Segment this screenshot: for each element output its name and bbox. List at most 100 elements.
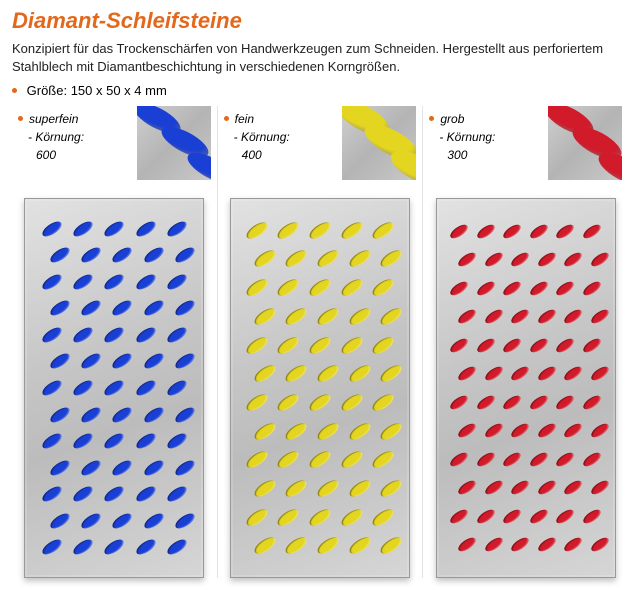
stone-oval xyxy=(502,222,524,241)
stone-row xyxy=(443,284,609,293)
stone-oval xyxy=(307,391,333,414)
stone-oval xyxy=(502,279,524,298)
variant-name: superfein xyxy=(29,112,78,126)
bullet-icon xyxy=(12,88,17,93)
stone-oval xyxy=(536,364,558,383)
stone-oval xyxy=(283,535,309,558)
stone-oval xyxy=(528,450,550,469)
grain-value: 400 xyxy=(224,146,337,164)
stone-oval xyxy=(563,364,585,383)
stone-oval xyxy=(448,279,470,298)
stone-oval xyxy=(483,422,505,441)
stone-oval xyxy=(502,336,524,355)
stone-oval xyxy=(456,307,478,326)
stone-row xyxy=(39,410,205,420)
stone-oval xyxy=(510,422,532,441)
stone-oval xyxy=(283,305,309,328)
stone-row xyxy=(451,369,617,378)
grain-label: - Körnung: xyxy=(429,128,542,146)
grain-label: - Körnung: xyxy=(18,128,131,146)
stone-row xyxy=(39,250,205,260)
stone-row xyxy=(237,340,403,351)
stone-row xyxy=(31,277,197,287)
column-header: superfein- Körnung:600 xyxy=(18,106,211,186)
stone-oval xyxy=(456,250,478,269)
stone-oval xyxy=(165,537,189,558)
stone-oval xyxy=(40,484,64,505)
stone-oval xyxy=(563,536,585,555)
stone-oval xyxy=(134,378,158,399)
stone-oval xyxy=(283,248,309,271)
stone-oval xyxy=(79,511,103,532)
stone-oval xyxy=(370,506,396,529)
stone-oval xyxy=(244,219,270,242)
stone-oval xyxy=(252,305,278,328)
stone-oval xyxy=(40,431,64,452)
variant-name: fein xyxy=(235,112,254,126)
stone-oval xyxy=(252,535,278,558)
stone-oval xyxy=(581,336,603,355)
description-text: Konzipiert für das Trockenschärfen von H… xyxy=(12,40,628,75)
stone-oval xyxy=(483,364,505,383)
stone-row xyxy=(237,512,403,523)
stone-oval xyxy=(555,222,577,241)
stone-oval xyxy=(173,511,197,532)
stone-oval xyxy=(510,250,532,269)
closeup-swatch xyxy=(342,106,416,180)
bullet-icon xyxy=(18,116,23,121)
stone-oval xyxy=(475,222,497,241)
closeup-swatch xyxy=(548,106,622,180)
product-columns: superfein- Körnung:600fein- Körnung:400g… xyxy=(12,106,628,578)
stone-oval xyxy=(339,449,365,472)
grain-label: - Körnung: xyxy=(224,128,337,146)
stone-oval xyxy=(347,477,373,500)
page-title: Diamant-Schleifsteine xyxy=(12,8,628,34)
product-column: superfein- Körnung:600 xyxy=(12,106,217,578)
stone-oval xyxy=(339,276,365,299)
stone-oval xyxy=(378,420,404,443)
stone-row xyxy=(237,397,403,408)
stone-oval xyxy=(528,507,550,526)
stone-oval xyxy=(315,420,341,443)
stone-row xyxy=(443,455,609,464)
stone-oval xyxy=(110,298,134,319)
stone-oval xyxy=(102,484,126,505)
stone-oval xyxy=(307,219,333,242)
column-header-text: superfein- Körnung:600 xyxy=(18,106,131,164)
stone-oval xyxy=(134,484,158,505)
stone-oval xyxy=(275,506,301,529)
stone-row xyxy=(245,426,411,437)
size-row: Größe: 150 x 50 x 4 mm xyxy=(12,83,628,98)
stone-oval xyxy=(71,484,95,505)
stone-oval xyxy=(347,248,373,271)
stone-oval xyxy=(536,479,558,498)
stone-oval xyxy=(244,506,270,529)
stone-oval xyxy=(252,362,278,385)
stone-oval xyxy=(339,506,365,529)
stone-oval xyxy=(589,307,611,326)
stone-oval xyxy=(142,298,166,319)
stone-oval xyxy=(536,536,558,555)
sharpening-stone xyxy=(230,198,410,578)
stone-oval xyxy=(483,250,505,269)
stone-oval xyxy=(475,393,497,412)
stone-oval xyxy=(456,479,478,498)
stone-oval xyxy=(252,477,278,500)
stone-oval xyxy=(339,334,365,357)
sharpening-stone xyxy=(24,198,204,578)
stone-oval xyxy=(475,507,497,526)
stone-oval xyxy=(536,250,558,269)
stone-oval xyxy=(589,479,611,498)
stone-oval xyxy=(475,279,497,298)
stone-row xyxy=(31,542,197,552)
stone-oval xyxy=(79,404,103,425)
stone-oval xyxy=(165,484,189,505)
stone-oval xyxy=(555,507,577,526)
stone-row xyxy=(245,253,411,264)
stone-oval xyxy=(589,364,611,383)
stone-row xyxy=(39,303,205,313)
stone-oval xyxy=(102,378,126,399)
stone-oval xyxy=(173,298,197,319)
stone-oval xyxy=(110,404,134,425)
stone-oval xyxy=(315,248,341,271)
